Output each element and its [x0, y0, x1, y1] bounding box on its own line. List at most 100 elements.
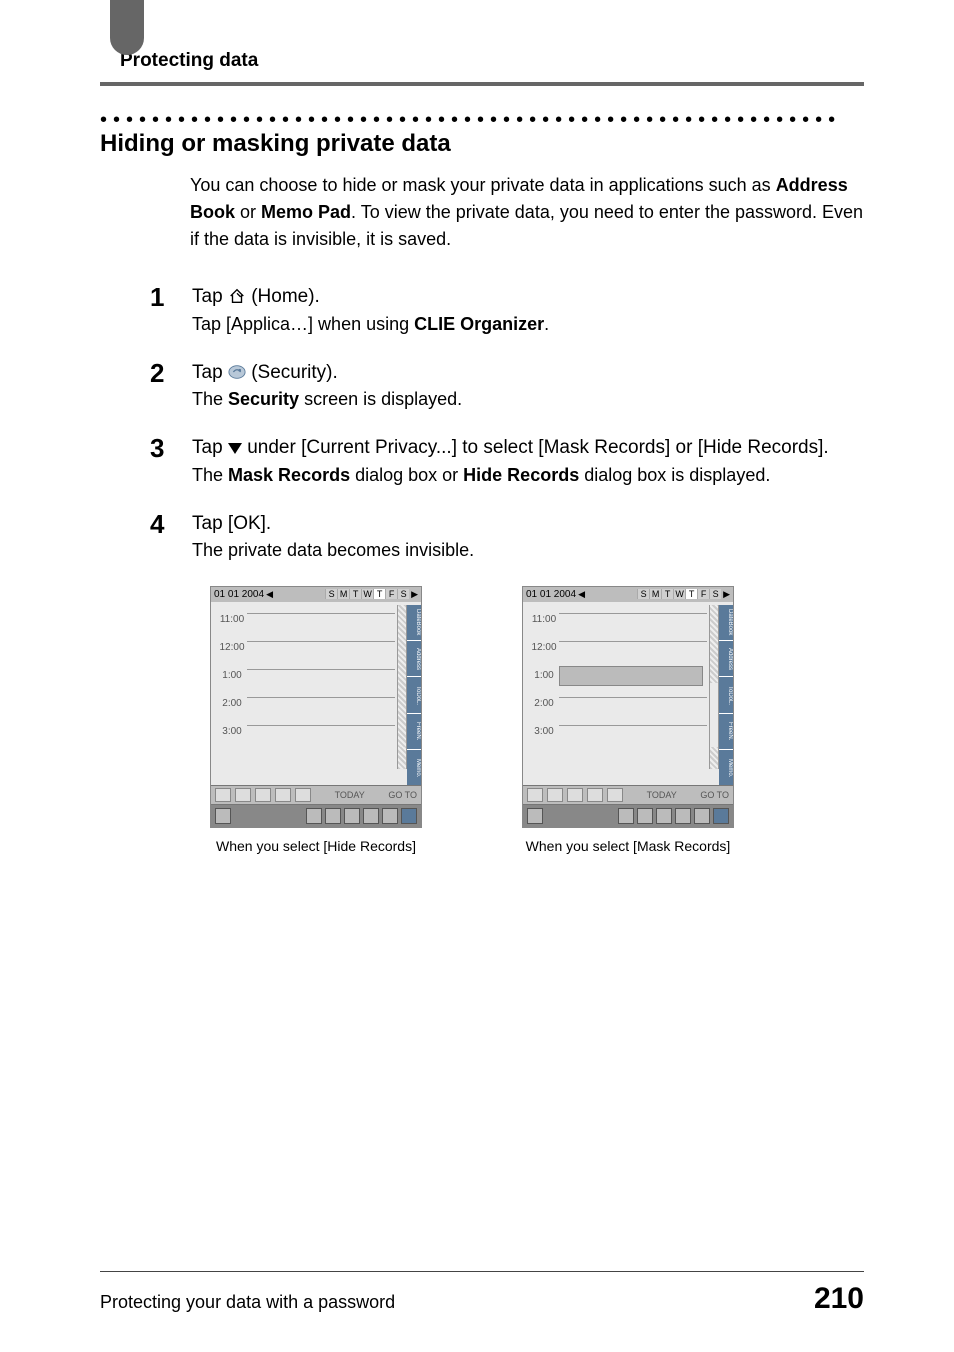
screenshot-mask: 01 01 2004 ◀ S M T W T F S ▶ 11:00 1	[522, 586, 734, 854]
mini-icon	[235, 788, 251, 802]
step-3: 3 Tap under [Current Privacy...] to sele…	[150, 434, 864, 488]
row-line	[559, 641, 707, 654]
step3-line2-mid: dialog box or	[350, 465, 463, 485]
intro-bold-2: Memo Pad	[261, 202, 351, 222]
mini-icon	[607, 788, 623, 802]
step3-line2-a: The	[192, 465, 228, 485]
bottom-icon-down	[401, 808, 417, 824]
shot-date-bar: 01 01 2004 ◀ S M T W T F S ▶	[211, 587, 421, 602]
step1-text-b: (Home).	[251, 286, 320, 307]
bottom-icon-down	[713, 808, 729, 824]
day-label: S	[397, 589, 409, 599]
day-label: F	[385, 589, 397, 599]
caption-hide: When you select [Hide Records]	[210, 838, 422, 854]
step1-text-a: Tap	[192, 286, 228, 307]
bottom-icon	[363, 808, 379, 824]
header-bullet	[110, 0, 144, 55]
day-label: W	[673, 589, 685, 599]
shot-bottom-bar	[523, 805, 733, 827]
bottom-icon	[618, 808, 634, 824]
bottom-icon	[527, 808, 543, 824]
step3-text-a: Tap	[192, 437, 228, 458]
next-arrow-icon: ▶	[723, 589, 730, 600]
goto-label: GO TO	[700, 790, 729, 800]
section-header: Protecting data	[100, 50, 864, 82]
scrollbar	[709, 605, 719, 769]
mini-icon	[587, 788, 603, 802]
bottom-icon	[637, 808, 653, 824]
step-1: 1 Tap (Home). Tap [Applica…] when using …	[150, 283, 864, 337]
bottom-icon	[344, 808, 360, 824]
side-tab: Memo.	[407, 750, 421, 786]
time-label: 1:00	[529, 670, 559, 681]
time-label: 12:00	[217, 642, 247, 653]
bottom-icon	[694, 808, 710, 824]
shot-bottom-bar	[211, 805, 421, 827]
step2-line2-b: screen is displayed.	[299, 389, 462, 409]
shot-date-bar: 01 01 2004 ◀ S M T W T F S ▶	[523, 587, 733, 602]
row-line	[247, 641, 395, 654]
mini-icon	[255, 788, 271, 802]
day-label: S	[325, 589, 337, 599]
bottom-icon	[675, 808, 691, 824]
mini-icon	[527, 788, 543, 802]
prev-arrow-icon: ◀	[578, 589, 585, 600]
page-footer: Protecting your data with a password 210	[100, 1271, 864, 1316]
row-line	[247, 669, 395, 682]
mini-icon	[547, 788, 563, 802]
day-label: M	[337, 589, 349, 599]
step-number: 3	[150, 434, 176, 488]
row-line	[559, 725, 707, 738]
step2-line2-a: The	[192, 389, 228, 409]
step-number: 4	[150, 510, 176, 564]
side-tab: Memo.	[719, 750, 733, 786]
step3-text-b: under [Current Privacy...] to select [Ma…	[242, 437, 829, 458]
row-line	[247, 725, 395, 738]
scrollbar	[397, 605, 407, 769]
footer-text: Protecting your data with a password	[100, 1292, 395, 1313]
bottom-icon	[215, 808, 231, 824]
bottom-icon	[382, 808, 398, 824]
masked-record	[559, 666, 703, 686]
step3-line2-bold1: Mask Records	[228, 465, 350, 485]
step-2: 2 Tap (Security). The Security screen is…	[150, 359, 864, 413]
intro-text-1: You can choose to hide or mask your priv…	[190, 175, 776, 195]
step1-line2-bold: CLIE Organizer	[414, 314, 544, 334]
bottom-icon	[325, 808, 341, 824]
side-tab: DateBook	[407, 605, 421, 641]
subsection-title: Hiding or masking private data	[100, 130, 864, 158]
mini-icon	[215, 788, 231, 802]
caption-mask: When you select [Mask Records]	[522, 838, 734, 854]
side-tab: ToDoL.	[407, 677, 421, 713]
day-label: S	[637, 589, 649, 599]
day-label: T	[349, 589, 361, 599]
time-label: 12:00	[529, 642, 559, 653]
step1-line2-b: .	[544, 314, 549, 334]
time-label: 2:00	[529, 698, 559, 709]
day-label: M	[649, 589, 661, 599]
side-tab: Address	[719, 641, 733, 677]
row-line	[247, 697, 395, 710]
side-tabs: DateBook Address ToDoL. FreeN. Memo.	[719, 605, 733, 787]
time-label: 11:00	[529, 614, 559, 625]
day-label: W	[361, 589, 373, 599]
day-label: T	[661, 589, 673, 599]
step4-line1: Tap [OK].	[192, 510, 864, 538]
row-line	[559, 697, 707, 710]
side-tab: ToDoL.	[719, 677, 733, 713]
side-tab: Address	[407, 641, 421, 677]
shot-date-text: 01 01 2004	[214, 589, 264, 600]
time-label: 3:00	[529, 726, 559, 737]
side-tab: FreeN.	[407, 714, 421, 750]
footer-page-number: 210	[814, 1282, 864, 1316]
step2-line2-bold: Security	[228, 389, 299, 409]
triangle-down-icon	[228, 443, 242, 454]
mini-icon	[567, 788, 583, 802]
step-number: 2	[150, 359, 176, 413]
step-number: 1	[150, 283, 176, 337]
home-icon	[228, 287, 246, 305]
bottom-icon	[306, 808, 322, 824]
security-icon	[228, 363, 246, 381]
prev-arrow-icon: ◀	[266, 589, 273, 600]
goto-label: GO TO	[388, 790, 417, 800]
